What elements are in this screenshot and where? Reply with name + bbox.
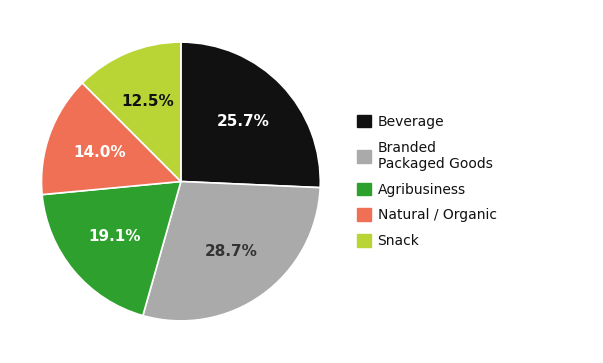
- Legend: Beverage, Branded
Packaged Goods, Agribusiness, Natural / Organic, Snack: Beverage, Branded Packaged Goods, Agribu…: [357, 115, 496, 248]
- Text: 28.7%: 28.7%: [205, 244, 258, 259]
- Wedge shape: [181, 42, 320, 188]
- Wedge shape: [42, 182, 181, 315]
- Text: 12.5%: 12.5%: [121, 94, 174, 109]
- Wedge shape: [83, 42, 181, 182]
- Text: 25.7%: 25.7%: [217, 114, 270, 129]
- Wedge shape: [42, 83, 181, 195]
- Text: 19.1%: 19.1%: [88, 229, 140, 244]
- Text: 14.0%: 14.0%: [74, 145, 126, 160]
- Wedge shape: [143, 182, 320, 321]
